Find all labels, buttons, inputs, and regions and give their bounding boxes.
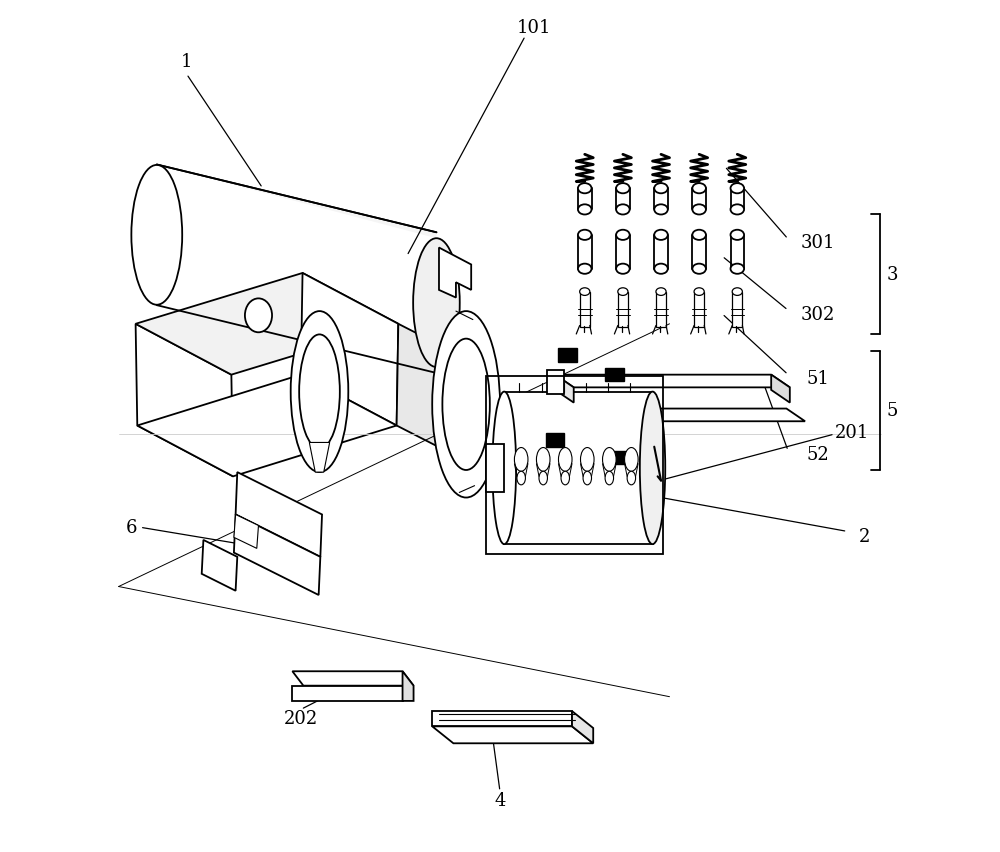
Polygon shape bbox=[301, 273, 398, 426]
Bar bbox=[605, 368, 624, 382]
Polygon shape bbox=[555, 375, 790, 388]
Ellipse shape bbox=[692, 264, 706, 274]
Ellipse shape bbox=[432, 312, 500, 498]
Polygon shape bbox=[564, 409, 805, 422]
Ellipse shape bbox=[640, 392, 665, 544]
Ellipse shape bbox=[492, 392, 516, 544]
Ellipse shape bbox=[561, 472, 569, 486]
Text: 101: 101 bbox=[517, 20, 551, 37]
Polygon shape bbox=[656, 292, 666, 328]
Ellipse shape bbox=[442, 339, 490, 470]
Ellipse shape bbox=[616, 205, 630, 216]
Ellipse shape bbox=[731, 184, 744, 194]
Polygon shape bbox=[439, 248, 471, 298]
Polygon shape bbox=[292, 671, 414, 686]
Text: 6: 6 bbox=[126, 519, 137, 537]
Ellipse shape bbox=[732, 289, 742, 296]
Polygon shape bbox=[432, 727, 593, 744]
Polygon shape bbox=[486, 445, 504, 492]
Polygon shape bbox=[504, 392, 653, 544]
Ellipse shape bbox=[654, 184, 668, 194]
Ellipse shape bbox=[694, 289, 704, 296]
Ellipse shape bbox=[692, 205, 706, 216]
Ellipse shape bbox=[616, 264, 630, 274]
Text: 202: 202 bbox=[284, 709, 318, 727]
Text: 3: 3 bbox=[887, 266, 898, 284]
Ellipse shape bbox=[514, 448, 528, 472]
Polygon shape bbox=[234, 515, 258, 549]
Text: 302: 302 bbox=[801, 305, 835, 323]
Polygon shape bbox=[157, 165, 436, 239]
Ellipse shape bbox=[299, 335, 340, 449]
Text: 5: 5 bbox=[887, 402, 898, 420]
Ellipse shape bbox=[245, 299, 272, 333]
Text: 201: 201 bbox=[835, 423, 869, 441]
Ellipse shape bbox=[578, 205, 592, 216]
Ellipse shape bbox=[616, 231, 630, 240]
Ellipse shape bbox=[627, 472, 636, 486]
Ellipse shape bbox=[692, 184, 706, 194]
Ellipse shape bbox=[581, 448, 594, 472]
Polygon shape bbox=[137, 375, 397, 477]
Ellipse shape bbox=[539, 472, 547, 486]
Ellipse shape bbox=[625, 448, 638, 472]
Polygon shape bbox=[309, 443, 330, 473]
Polygon shape bbox=[136, 273, 398, 375]
Bar bbox=[546, 434, 564, 447]
Polygon shape bbox=[202, 540, 237, 591]
Polygon shape bbox=[771, 375, 790, 403]
Polygon shape bbox=[397, 325, 473, 464]
Ellipse shape bbox=[131, 166, 182, 305]
Ellipse shape bbox=[583, 472, 592, 486]
Text: 1: 1 bbox=[181, 53, 192, 71]
Text: 52: 52 bbox=[806, 446, 829, 463]
Text: 301: 301 bbox=[801, 234, 835, 252]
Ellipse shape bbox=[656, 289, 666, 296]
Polygon shape bbox=[580, 292, 590, 328]
Ellipse shape bbox=[654, 264, 668, 274]
Polygon shape bbox=[564, 409, 582, 434]
Ellipse shape bbox=[580, 289, 590, 296]
Polygon shape bbox=[236, 473, 322, 557]
Ellipse shape bbox=[616, 184, 630, 194]
Polygon shape bbox=[292, 686, 403, 701]
Ellipse shape bbox=[413, 239, 460, 367]
Polygon shape bbox=[694, 292, 704, 328]
Ellipse shape bbox=[731, 231, 744, 240]
Ellipse shape bbox=[558, 448, 572, 472]
Ellipse shape bbox=[536, 448, 550, 472]
Bar bbox=[558, 349, 577, 362]
Polygon shape bbox=[572, 711, 593, 744]
Polygon shape bbox=[136, 325, 233, 477]
Ellipse shape bbox=[654, 231, 668, 240]
Polygon shape bbox=[234, 515, 320, 596]
Bar bbox=[609, 452, 628, 465]
Ellipse shape bbox=[731, 205, 744, 216]
Ellipse shape bbox=[605, 472, 614, 486]
Ellipse shape bbox=[578, 184, 592, 194]
Polygon shape bbox=[432, 711, 572, 727]
Polygon shape bbox=[618, 292, 628, 328]
Ellipse shape bbox=[291, 312, 348, 473]
Polygon shape bbox=[403, 671, 414, 701]
Ellipse shape bbox=[692, 231, 706, 240]
Ellipse shape bbox=[731, 264, 744, 274]
Text: 4: 4 bbox=[494, 792, 506, 809]
Ellipse shape bbox=[578, 231, 592, 240]
Text: 2: 2 bbox=[859, 527, 870, 545]
Ellipse shape bbox=[603, 448, 616, 472]
Ellipse shape bbox=[654, 205, 668, 216]
Ellipse shape bbox=[618, 289, 628, 296]
Text: 51: 51 bbox=[806, 370, 829, 388]
Ellipse shape bbox=[578, 264, 592, 274]
Polygon shape bbox=[555, 375, 574, 403]
Ellipse shape bbox=[517, 472, 525, 486]
Polygon shape bbox=[547, 371, 564, 394]
Polygon shape bbox=[732, 292, 742, 328]
